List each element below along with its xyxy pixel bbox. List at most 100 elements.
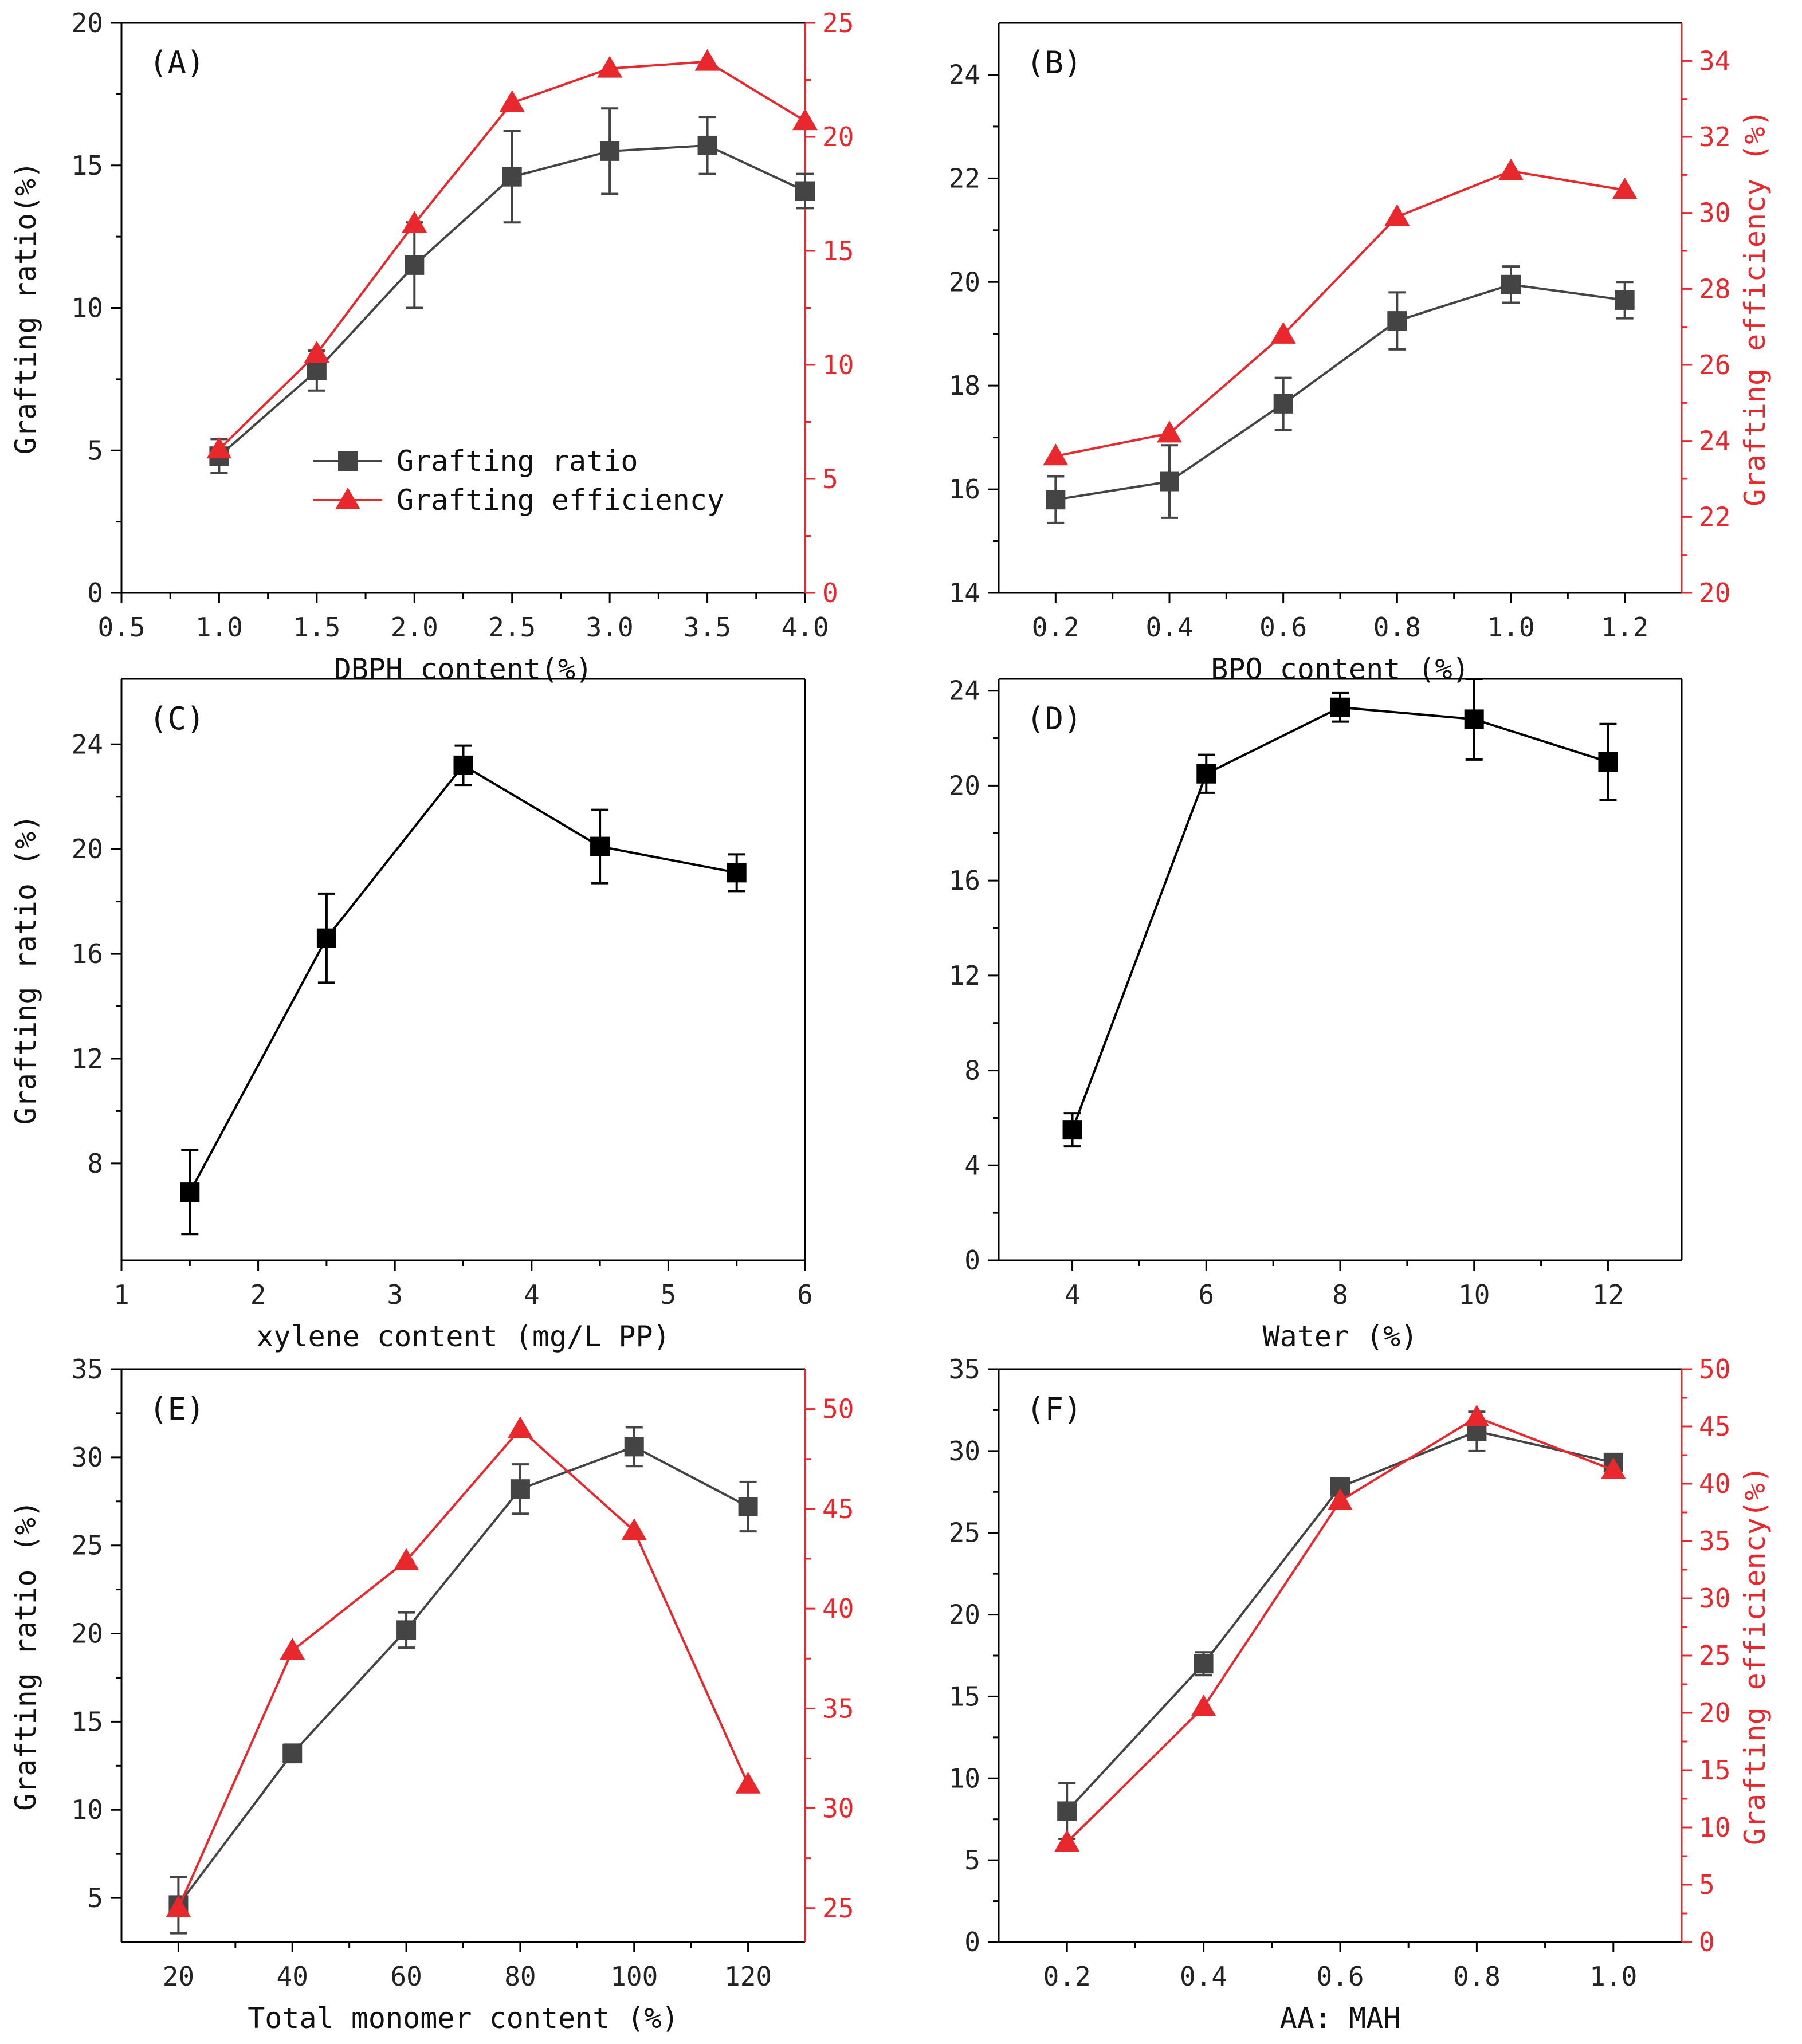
y-axis-title: Grafting ratio (%) (9, 1500, 42, 1811)
y-tick-label: 14 (949, 577, 980, 608)
y2-tick-label: 32 (1699, 121, 1730, 152)
y2-tick-label: 10 (1699, 1812, 1730, 1843)
y2-tick-label: 15 (822, 235, 854, 266)
y2-tick-label: 25 (1699, 1640, 1730, 1671)
y2-tick-label: 20 (1699, 577, 1730, 608)
x-tick-label: 1.0 (1487, 612, 1534, 643)
x-axis-title: BPO content (%) (1211, 652, 1470, 686)
y2-tick-label: 25 (822, 7, 854, 38)
y-tick-label: 25 (949, 1518, 980, 1548)
chart-panel-a: 0.5 1.0 1.5 2.0 2.5 3.0 3.5 4.0 0 5 10 15 20 0 5 10 15 20… (9, 7, 854, 686)
panel-label: (B) (1026, 45, 1082, 81)
x-tick-label: 1.0 (195, 612, 243, 643)
data-point-square (600, 141, 620, 161)
x-tick-label: 2.0 (391, 612, 438, 643)
series-efficiency (206, 49, 818, 459)
y2-tick-label: 22 (1699, 501, 1730, 532)
data-point-triangle (1043, 443, 1069, 466)
y-tick-label: 5 (87, 435, 103, 466)
series-efficiency (166, 1416, 761, 1917)
data-point-square (1330, 697, 1350, 717)
data-point-triangle (1464, 1405, 1490, 1426)
data-point-square (396, 1620, 417, 1640)
data-point-square (624, 1437, 644, 1457)
x-axis-title: DBPH content(%) (334, 652, 593, 686)
x-tick-label: 1 (113, 1279, 129, 1310)
data-point-square (1062, 1120, 1082, 1140)
x-tick-label: 40 (277, 1961, 308, 1992)
data-point-square (180, 1182, 200, 1202)
data-point-triangle (597, 56, 623, 78)
y2-tick-label: 35 (1699, 1526, 1730, 1556)
y-tick-label: 16 (949, 474, 980, 505)
data-point-triangle (394, 1548, 419, 1570)
y2-tick-label: 10 (822, 349, 854, 380)
data-point-triangle (1600, 1457, 1626, 1479)
data-point-triangle (735, 1771, 761, 1794)
y-tick-label: 0 (87, 577, 103, 608)
data-point-triangle (507, 1416, 533, 1438)
x-tick-label: 100 (610, 1961, 658, 1992)
y2-tick-label: 34 (1699, 45, 1730, 76)
x-tick-label: 12 (1592, 1279, 1624, 1310)
data-point-triangle (166, 1895, 191, 1917)
data-point-square (1387, 311, 1407, 331)
x-axis-title: Water (%) (1263, 1320, 1418, 1353)
y2-tick-label: 45 (822, 1493, 854, 1524)
x-tick-label: 3 (387, 1279, 403, 1310)
x-tick-label: 4 (524, 1279, 540, 1310)
x-tick-label: 6 (797, 1279, 813, 1310)
data-point-square (1046, 490, 1066, 510)
data-point-triangle (499, 90, 525, 112)
legend-label: Grafting ratio (396, 445, 638, 478)
x-tick-label: 60 (390, 1961, 422, 1992)
legend: Grafting ratio Grafting efficiency (313, 445, 724, 517)
y2-tick-label: 50 (1699, 1354, 1730, 1385)
data-point-square (316, 928, 336, 948)
y-tick-label: 16 (72, 938, 103, 969)
data-point-square (1501, 274, 1521, 294)
chart-panel-d: 4 6 8 10 12 0 4 8 12 16 20 24 Water (%) (D) (949, 675, 1683, 1353)
y-tick-label: 20 (72, 834, 103, 864)
x-tick-label: 3.5 (684, 612, 731, 643)
series-line (1055, 283, 1625, 501)
data-point-square (1464, 709, 1484, 729)
data-point-triangle (1328, 1488, 1353, 1510)
y-tick-label: 30 (72, 1442, 103, 1473)
y-tick-label: 35 (949, 1354, 980, 1385)
series-line (177, 1427, 749, 1909)
series-ratio (1062, 678, 1618, 1148)
data-point-square (1196, 764, 1216, 784)
y-tick-label: 8 (87, 1148, 103, 1179)
data-point-triangle (1270, 321, 1296, 344)
chart-panel-b: 0.2 0.4 0.6 0.8 1.0 1.2 14 16 18 20 22 24 20 22 24 26 28… (949, 22, 1772, 686)
x-tick-label: 4 (1065, 1279, 1081, 1310)
y-tick-label: 20 (949, 770, 980, 801)
data-point-square (697, 135, 717, 155)
x-tick-label: 0.8 (1373, 612, 1421, 643)
data-point-square (1273, 394, 1293, 414)
data-point-triangle (694, 49, 720, 71)
x-axis-title: AA: MAH (1280, 2002, 1401, 2035)
series-ratio (168, 1426, 758, 1935)
y2-tick-label: 15 (1699, 1755, 1730, 1786)
data-point-square (590, 836, 610, 856)
data-point-square (1160, 471, 1179, 492)
chart-panel-e: 20 40 60 80 100 120 5 10 15 20 25 30 35 25 30 35 40 45 50 T… (9, 1354, 854, 2035)
y-tick-label: 16 (949, 865, 980, 896)
x-tick-label: 0.2 (1032, 612, 1079, 643)
series-line (1071, 706, 1609, 1130)
data-point-triangle (1157, 420, 1182, 443)
x-tick-label: 0.8 (1453, 1961, 1501, 1992)
data-point-square (795, 181, 815, 201)
data-point-triangle (1498, 158, 1524, 180)
series-line (177, 1445, 749, 1906)
y-tick-label: 24 (949, 59, 980, 90)
y2-tick-label: 30 (1699, 198, 1730, 229)
data-point-square (307, 360, 327, 380)
data-point-square (453, 755, 473, 775)
x-tick-label: 5 (661, 1279, 677, 1310)
data-point-square (727, 863, 747, 883)
x-tick-label: 10 (1458, 1279, 1490, 1310)
